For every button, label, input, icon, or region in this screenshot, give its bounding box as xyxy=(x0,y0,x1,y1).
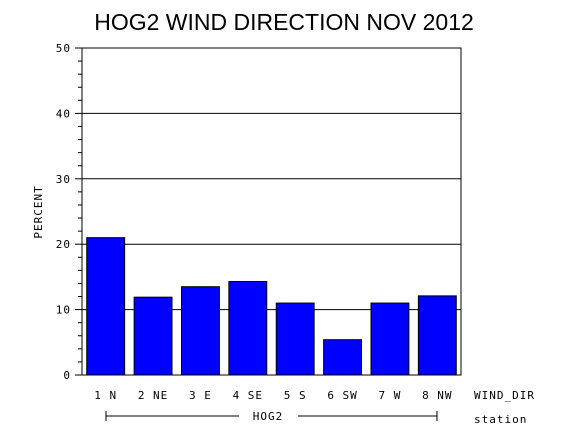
chart-title: HOG2 WIND DIRECTION NOV 2012 xyxy=(94,9,474,35)
y-tick-label: 40 xyxy=(56,107,71,120)
y-tick-label: 10 xyxy=(56,304,71,317)
grid-lines xyxy=(82,112,461,311)
y-tick-label: 20 xyxy=(56,238,71,251)
x-tick-label: 3 E xyxy=(189,389,212,402)
bar xyxy=(228,280,268,376)
bar xyxy=(275,302,315,376)
y-tick-label: 30 xyxy=(56,173,71,186)
x-axis-tick-labels: 1 N 2 NE 3 E 4 SE 5 S 6 SW 7 W 8 NW xyxy=(94,389,453,402)
y-tick-label: 50 xyxy=(56,42,71,55)
bar xyxy=(180,286,220,376)
x-tick-label: 5 S xyxy=(284,389,307,402)
y-tick-label: 0 xyxy=(63,369,71,382)
group-axis-label: station xyxy=(474,413,527,426)
plot-frame xyxy=(81,47,462,376)
bar xyxy=(323,339,363,376)
x-tick-label: 2 NE xyxy=(138,389,169,402)
x-tick-label: 6 SW xyxy=(327,389,358,402)
x-tick-label: 1 N xyxy=(94,389,117,402)
x-tick-label: 8 NW xyxy=(422,389,453,402)
y-axis-ticks xyxy=(75,47,82,376)
x-tick-label: 4 SE xyxy=(233,389,264,402)
x-tick-label: 7 W xyxy=(379,389,402,402)
y-axis-label: PERCENT xyxy=(32,185,45,238)
bar xyxy=(417,295,457,376)
x-category-label: WIND_DIR xyxy=(474,389,535,402)
group-bracket xyxy=(105,411,438,421)
y-axis-tick-labels: 0 10 20 30 40 50 xyxy=(56,42,71,382)
bar xyxy=(370,302,410,376)
bar xyxy=(133,296,173,376)
bar xyxy=(86,237,126,376)
bars xyxy=(86,237,457,376)
group-label: HOG2 xyxy=(253,410,284,423)
